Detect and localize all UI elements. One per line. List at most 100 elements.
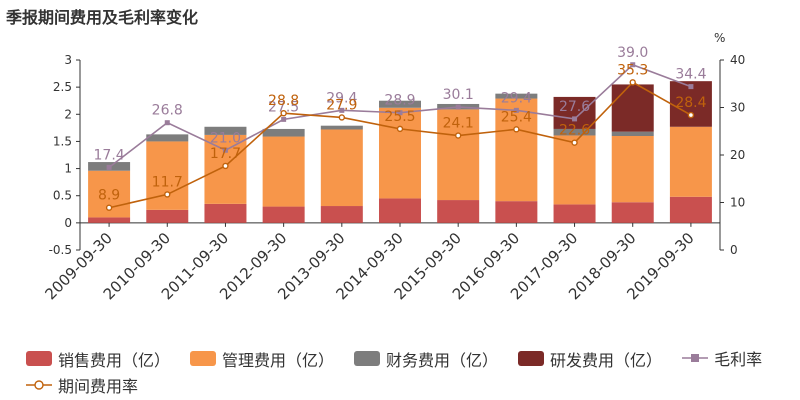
line-point bbox=[222, 147, 228, 153]
data-label: 28.9 bbox=[384, 93, 415, 109]
line-point bbox=[222, 162, 229, 170]
right-tick-label: 10 bbox=[730, 196, 745, 210]
data-label: 39.0 bbox=[617, 45, 648, 61]
legend-label: 管理费用（亿） bbox=[222, 350, 335, 370]
bar-segment bbox=[320, 206, 363, 223]
line-point bbox=[513, 126, 520, 133]
data-label: 25.4 bbox=[501, 109, 532, 125]
data-label: 21.0 bbox=[210, 130, 241, 146]
line-point bbox=[105, 204, 113, 211]
line-point bbox=[454, 132, 462, 139]
left-tick-label: 2.5 bbox=[53, 80, 72, 94]
data-label: 8.9 bbox=[98, 188, 120, 204]
data-label: 35.3 bbox=[617, 62, 648, 78]
bar-segment bbox=[611, 131, 654, 136]
legend-label: 财务费用（亿） bbox=[386, 350, 499, 370]
legend-item[interactable]: 毛利率 bbox=[682, 345, 762, 371]
legend-label: 研发费用（亿） bbox=[550, 350, 663, 370]
legend-swatch bbox=[190, 351, 217, 366]
left-tick-label: -0.5 bbox=[49, 243, 72, 257]
bar-segment bbox=[204, 126, 247, 135]
line-point bbox=[164, 191, 171, 198]
bar-segment bbox=[262, 206, 305, 223]
right-tick-label: 30 bbox=[730, 101, 745, 115]
legend-item[interactable]: 管理费用（亿） bbox=[190, 346, 334, 372]
data-label: 24.1 bbox=[443, 116, 474, 132]
left-tick-label: 0.5 bbox=[53, 189, 72, 203]
legend-line-swatch bbox=[682, 354, 709, 362]
legend-label: 毛利率 bbox=[714, 350, 763, 369]
line-point bbox=[629, 79, 636, 86]
bar-segment bbox=[553, 128, 596, 136]
right-axis-unit: % bbox=[714, 31, 725, 45]
bar-segment bbox=[437, 200, 480, 223]
line-point bbox=[571, 139, 578, 146]
bar-segment bbox=[379, 107, 421, 199]
legend-item[interactable]: 期间费用率 bbox=[26, 372, 138, 398]
data-label: 17.7 bbox=[210, 146, 241, 162]
line-point bbox=[572, 116, 578, 122]
line-point bbox=[106, 164, 112, 170]
data-label: 29.4 bbox=[326, 90, 357, 106]
data-label: 27.9 bbox=[326, 97, 357, 113]
left-tick-label: 1 bbox=[64, 162, 72, 176]
bar-segment bbox=[320, 125, 363, 130]
bar-segment bbox=[495, 201, 538, 223]
data-label: 29.4 bbox=[501, 90, 532, 106]
data-label: 27.5 bbox=[268, 99, 299, 115]
bar-segment bbox=[379, 100, 421, 108]
bar-segment bbox=[88, 217, 131, 223]
legend-item[interactable]: 研发费用（亿） bbox=[518, 346, 662, 372]
bar-segment bbox=[553, 96, 596, 129]
data-label: 17.4 bbox=[94, 147, 125, 163]
legend-label: 销售费用（亿） bbox=[58, 350, 171, 370]
data-label: 26.8 bbox=[152, 103, 183, 119]
bar-segment bbox=[495, 98, 538, 202]
legend-line-swatch bbox=[26, 379, 52, 390]
bar-segment bbox=[204, 134, 247, 204]
line-point bbox=[688, 84, 694, 90]
left-tick-label: 0 bbox=[64, 216, 72, 230]
bar-segment bbox=[611, 136, 654, 203]
data-label: 30.1 bbox=[443, 87, 474, 103]
chart: -0.500.511.522.53010203040%2009-09-30201… bbox=[42, 31, 746, 303]
line-point bbox=[397, 110, 403, 116]
right-tick-label: 40 bbox=[730, 53, 745, 67]
data-label: 11.7 bbox=[152, 174, 183, 190]
bar-segment bbox=[669, 196, 712, 223]
data-label: 34.4 bbox=[675, 67, 706, 83]
data-label: 28.8 bbox=[268, 93, 299, 109]
legend-swatch bbox=[26, 351, 52, 366]
bar-segment bbox=[262, 136, 305, 207]
legend-swatch bbox=[354, 351, 381, 366]
bar-segment bbox=[437, 109, 480, 201]
line-point bbox=[687, 111, 695, 119]
right-tick-label: 0 bbox=[730, 243, 738, 257]
legend-item[interactable]: 销售费用（亿） bbox=[26, 346, 170, 372]
bar-segment bbox=[553, 135, 596, 205]
line-point bbox=[339, 107, 345, 113]
legend-label: 期间费用率 bbox=[58, 376, 139, 396]
right-tick-label: 20 bbox=[730, 148, 745, 162]
line-point bbox=[164, 120, 170, 126]
line-point bbox=[338, 114, 346, 121]
line-point bbox=[396, 125, 404, 133]
line-point bbox=[280, 109, 287, 117]
left-tick-label: 2 bbox=[64, 107, 72, 121]
left-tick-label: 3 bbox=[64, 53, 72, 67]
legend: 销售费用（亿） 管理费用（亿） 财务费用（亿） 研发费用（亿） 毛利率期间费用率 bbox=[26, 345, 796, 398]
bar-segment bbox=[611, 202, 654, 223]
bar-segment bbox=[204, 203, 247, 223]
data-label: 25.5 bbox=[384, 109, 415, 125]
bar-segment bbox=[553, 204, 596, 223]
data-label: 22.6 bbox=[559, 123, 590, 139]
bar-segment bbox=[146, 209, 189, 223]
line-point bbox=[513, 107, 519, 113]
bar-segment bbox=[495, 93, 538, 99]
chart-title: 季报期间费用及毛利率变化 bbox=[6, 8, 199, 27]
line-point bbox=[281, 116, 287, 122]
data-label: 27.6 bbox=[559, 99, 590, 115]
legend-item[interactable]: 财务费用（亿） bbox=[354, 346, 498, 372]
bar-segment bbox=[320, 129, 363, 207]
data-label: 28.4 bbox=[675, 95, 706, 111]
